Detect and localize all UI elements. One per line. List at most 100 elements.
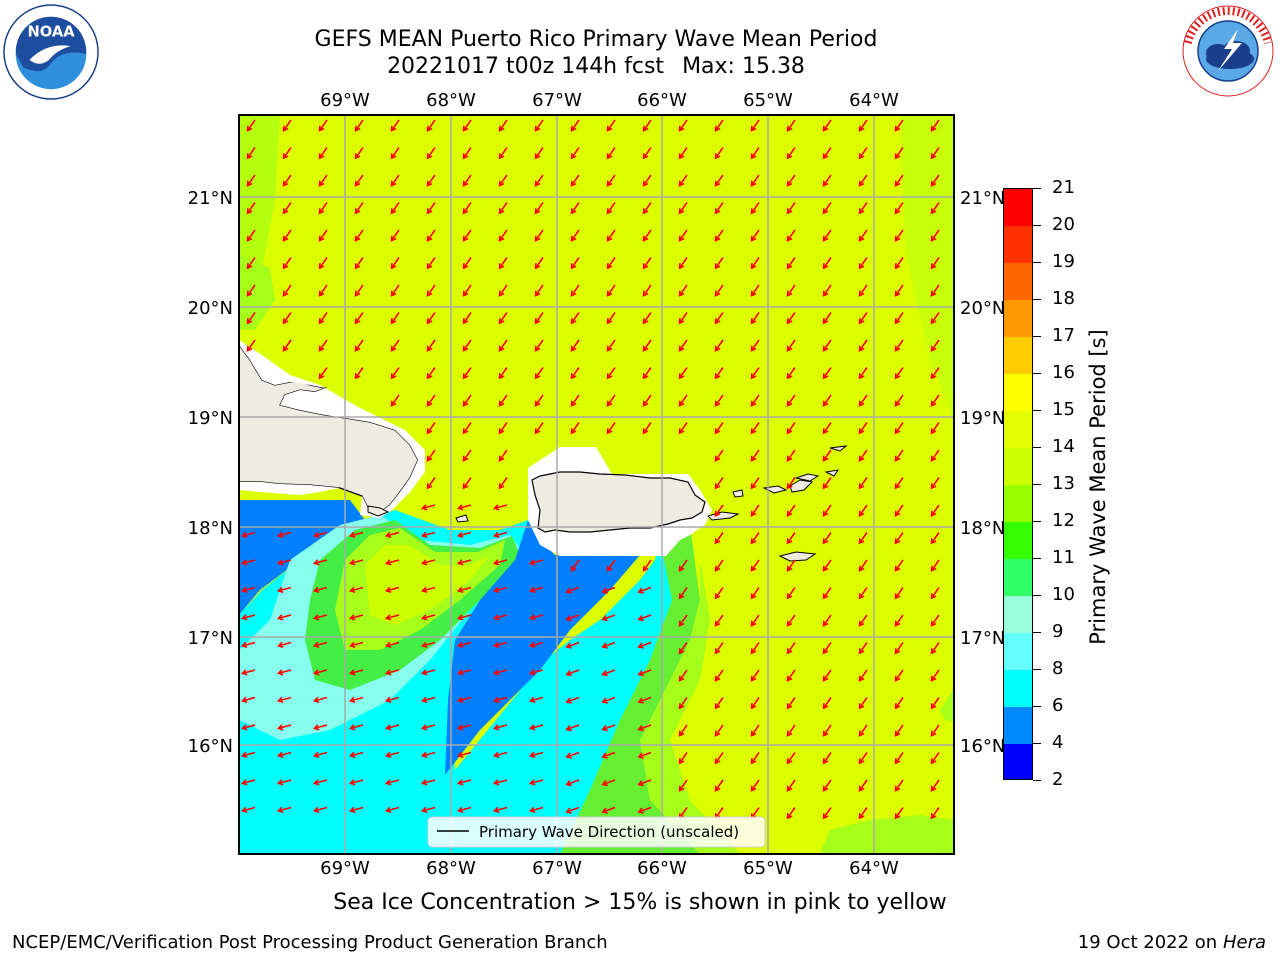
wave-arrow bbox=[606, 119, 616, 132]
wave-arrow bbox=[314, 779, 328, 785]
wave-arrow bbox=[930, 614, 940, 627]
wave-arrow bbox=[314, 806, 328, 812]
wave-arrow bbox=[566, 586, 580, 593]
wave-arrow bbox=[930, 559, 940, 572]
wave-arrow bbox=[426, 312, 436, 324]
wave-arrow-head bbox=[565, 780, 572, 787]
wave-arrow bbox=[894, 229, 904, 242]
wave-arrow-head bbox=[637, 780, 644, 787]
wave-arrow bbox=[894, 257, 904, 269]
wave-arrow-head bbox=[390, 400, 397, 407]
wave-arrow-head bbox=[894, 730, 901, 737]
wave-arrow bbox=[714, 312, 724, 324]
wave-arrow bbox=[462, 477, 472, 489]
wave-arrow-head bbox=[858, 345, 865, 352]
wave-arrow-head bbox=[246, 180, 253, 187]
wave-arrow bbox=[822, 724, 832, 737]
wave-arrow-head bbox=[894, 180, 901, 187]
wave-arrow-head bbox=[822, 235, 829, 242]
wave-arrow-head bbox=[678, 565, 685, 572]
wave-arrow-head bbox=[354, 180, 361, 187]
wave-arrow-head bbox=[420, 779, 428, 786]
colorbar-tick bbox=[1033, 521, 1041, 522]
wave-arrow bbox=[318, 257, 328, 269]
max-value: Max: 15.38 bbox=[682, 54, 805, 79]
wave-arrow bbox=[246, 284, 256, 297]
wave-arrow bbox=[386, 669, 400, 675]
wave-arrow-head bbox=[894, 620, 901, 627]
wave-arrow bbox=[494, 669, 508, 675]
wave-arrow bbox=[822, 174, 832, 187]
lat-label-left: 17°N bbox=[188, 628, 233, 649]
wave-arrow-head bbox=[528, 586, 536, 594]
wave-arrow-head bbox=[492, 779, 500, 786]
wave-arrow bbox=[278, 669, 292, 675]
wave-arrow bbox=[894, 449, 904, 462]
wave-arrow bbox=[858, 312, 868, 324]
wave-arrow-head bbox=[390, 153, 397, 160]
wave-arrow bbox=[786, 202, 796, 214]
wave-arrow bbox=[386, 751, 400, 757]
wave-arrow-head bbox=[930, 208, 937, 215]
wave-arrow bbox=[714, 339, 724, 352]
wave-arrow-head bbox=[714, 180, 721, 187]
wave-arrow-head bbox=[565, 615, 572, 622]
wave-arrow bbox=[750, 147, 760, 159]
wave-arrow-head bbox=[534, 235, 541, 242]
wave-arrow-head bbox=[678, 180, 685, 187]
wave-arrow bbox=[822, 532, 832, 544]
legend-label: Primary Wave Direction (unscaled) bbox=[479, 823, 739, 841]
colorbar-tick-label: 8 bbox=[1052, 658, 1064, 679]
wave-arrow-head bbox=[858, 180, 865, 187]
wave-arrow bbox=[242, 559, 256, 565]
wave-arrow bbox=[930, 147, 940, 159]
colorbar-segment bbox=[1004, 189, 1032, 227]
wave-arrow bbox=[894, 559, 904, 572]
wave-arrow bbox=[422, 586, 436, 592]
wave-arrow bbox=[930, 697, 940, 709]
wave-arrow-head bbox=[750, 180, 757, 187]
wave-arrow-head bbox=[930, 785, 937, 792]
wave-arrow bbox=[930, 422, 940, 434]
virgin-gorda-island bbox=[824, 469, 840, 477]
wave-arrow bbox=[422, 641, 436, 647]
wave-arrow bbox=[678, 339, 688, 352]
wave-arrow-head bbox=[786, 565, 793, 572]
wave-arrow bbox=[282, 174, 292, 187]
wave-arrow-head bbox=[498, 235, 505, 242]
wave-arrow bbox=[930, 284, 940, 297]
wave-arrow bbox=[894, 724, 904, 737]
colorbar-tick-label: 11 bbox=[1052, 547, 1075, 568]
wave-arrow-head bbox=[534, 318, 541, 325]
map-legend: Primary Wave Direction (unscaled) bbox=[427, 816, 766, 848]
wave-arrow-head bbox=[498, 290, 505, 297]
wave-arrow-head bbox=[456, 504, 464, 511]
wave-arrow bbox=[714, 284, 724, 297]
wave-arrow bbox=[858, 394, 868, 407]
wave-arrow-head bbox=[894, 565, 901, 572]
wave-arrow-head bbox=[318, 153, 325, 160]
wave-arrow bbox=[750, 394, 760, 407]
wave-arrow-head bbox=[858, 373, 865, 380]
wave-arrow-head bbox=[822, 510, 829, 517]
wave-arrow bbox=[354, 257, 364, 269]
wave-arrow bbox=[822, 614, 832, 627]
wave-arrow-head bbox=[714, 373, 721, 380]
wave-arrow bbox=[678, 587, 688, 599]
wave-arrow-head bbox=[420, 531, 428, 539]
wave-arrow-head bbox=[714, 208, 721, 215]
wave-arrow-head bbox=[606, 400, 613, 407]
wave-arrow-head bbox=[714, 125, 721, 132]
wave-arrow-head bbox=[456, 641, 464, 649]
colorbar-tick-label: 16 bbox=[1052, 362, 1075, 383]
wave-arrow-head bbox=[786, 400, 793, 407]
wave-arrow bbox=[602, 696, 616, 703]
wave-arrow-head bbox=[714, 290, 721, 297]
wave-arrow-head bbox=[390, 290, 397, 297]
wave-arrow-head bbox=[930, 235, 937, 242]
wave-arrow bbox=[494, 724, 508, 730]
wave-arrow-head bbox=[894, 483, 901, 490]
wave-arrow-head bbox=[456, 586, 464, 594]
wave-arrow bbox=[930, 779, 940, 792]
wave-arrow bbox=[426, 202, 436, 214]
